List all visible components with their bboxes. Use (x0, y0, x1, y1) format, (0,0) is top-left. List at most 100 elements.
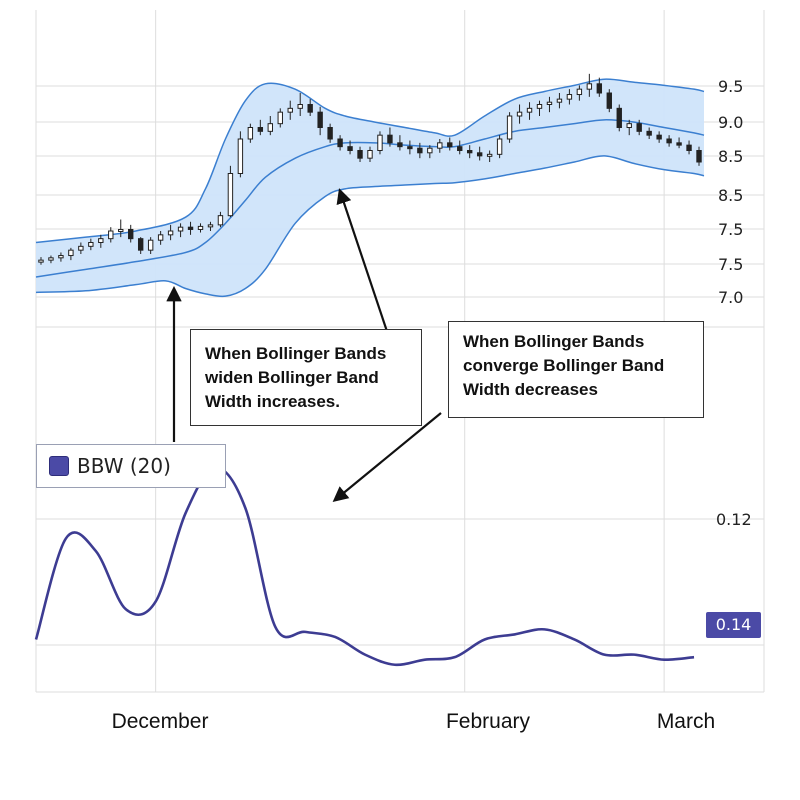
candle-body-29 (327, 127, 333, 140)
candle-body-23 (267, 123, 273, 132)
candle-body-55 (586, 83, 593, 90)
candle-body-40 (437, 142, 443, 149)
y-tick-label-6: 7.0 (718, 288, 743, 307)
candle-36 (397, 135, 403, 151)
candle-body-31 (347, 146, 353, 152)
candle-16 (197, 223, 204, 233)
candle-body-58 (616, 107, 622, 129)
y-tick-label-0: 9.5 (718, 77, 743, 96)
y-axis-ticks: 9.5 9.0 8.5 8.5 7.5 7.5 7.0 0.12 (716, 77, 752, 529)
candle-15 (187, 221, 194, 235)
candle-body-60 (636, 123, 642, 132)
y-tick-label-5: 7.5 (718, 255, 743, 274)
y-tick-label-2: 8.5 (718, 147, 743, 166)
candle-44 (476, 146, 483, 161)
candle-body-12 (157, 234, 164, 241)
bbw-last-value-text: 0.14 (715, 615, 752, 634)
x-tick-label-2: March (657, 710, 715, 733)
candle-19 (227, 165, 234, 218)
candle-body-61 (646, 130, 652, 136)
candle-25 (287, 100, 293, 120)
candle-58 (616, 104, 622, 132)
candle-48 (516, 104, 523, 124)
candle-body-24 (277, 111, 283, 125)
candle-20 (237, 131, 244, 178)
candle-31 (347, 140, 353, 155)
candle-43 (467, 145, 473, 159)
candle-27 (307, 99, 313, 116)
candle-body-9 (128, 228, 134, 240)
candle-3 (68, 247, 74, 261)
candle-body-37 (407, 146, 413, 150)
legend-label: BBW (20) (77, 454, 171, 478)
candle-body-44 (476, 152, 483, 157)
candle-body-5 (88, 242, 94, 247)
candle-body-42 (457, 146, 463, 152)
candle-63 (666, 135, 672, 147)
annotation-converge-text: When Bollinger Bands converge Bollinger … (463, 332, 665, 399)
candle-52 (556, 93, 563, 109)
candle-22 (257, 119, 264, 136)
y-tick-label-1: 9.0 (718, 113, 743, 132)
candle-50 (536, 100, 543, 116)
candle-39 (427, 145, 433, 159)
candle-61 (646, 127, 652, 139)
candle-6 (98, 234, 104, 248)
candle-2 (58, 252, 64, 262)
candle-32 (357, 146, 363, 162)
candle-body-13 (167, 230, 174, 236)
candle-body-32 (357, 150, 363, 159)
candle-35 (387, 127, 393, 147)
candle-60 (636, 119, 642, 136)
candle-body-1 (48, 257, 54, 261)
candle-41 (447, 137, 453, 151)
candle-0 (38, 257, 44, 265)
candle-body-0 (38, 259, 44, 263)
candle-body-28 (317, 111, 323, 128)
candle-66 (696, 146, 702, 166)
candle-28 (317, 106, 323, 136)
candle-body-41 (447, 142, 453, 148)
candle-56 (596, 77, 603, 97)
candle-45 (486, 150, 493, 162)
annotation-widen-text: When Bollinger Bands widen Bollinger Ban… (205, 344, 387, 411)
candle-body-54 (576, 88, 583, 96)
candle-body-64 (676, 142, 682, 146)
candle-38 (417, 142, 423, 159)
candle-53 (566, 89, 573, 105)
candle-body-65 (686, 144, 692, 151)
candle-body-6 (98, 238, 104, 244)
legend: BBW (20) (36, 444, 226, 488)
candle-46 (496, 135, 503, 159)
candle-body-18 (217, 215, 224, 226)
candle-24 (277, 108, 283, 128)
candle-body-45 (486, 153, 493, 157)
candle-body-36 (397, 142, 403, 148)
candle-body-2 (58, 255, 64, 259)
candle-12 (157, 231, 164, 245)
candle-34 (377, 131, 383, 155)
annotation-widen: When Bollinger Bands widen Bollinger Ban… (190, 329, 422, 426)
candle-37 (407, 140, 413, 155)
indicator-y-tick-label-0: 0.12 (716, 510, 752, 529)
candle-65 (686, 140, 692, 155)
candle-59 (626, 119, 632, 136)
candle-13 (167, 224, 174, 241)
x-axis-ticks: December February March (112, 710, 716, 733)
x-tick-label-0: December (112, 710, 209, 733)
candle-body-11 (147, 239, 154, 251)
candle-body-33 (367, 150, 373, 159)
candle-7 (108, 227, 114, 243)
candle-body-50 (536, 104, 543, 109)
candle-10 (137, 237, 144, 254)
candle-51 (546, 96, 553, 113)
candle-body-63 (666, 138, 672, 144)
candle-body-39 (427, 147, 433, 154)
candle-54 (576, 85, 583, 101)
candle-body-35 (387, 134, 393, 144)
candlesticks (38, 73, 702, 265)
candle-body-52 (556, 98, 563, 103)
candle-body-47 (506, 115, 513, 140)
candle-57 (606, 89, 612, 113)
